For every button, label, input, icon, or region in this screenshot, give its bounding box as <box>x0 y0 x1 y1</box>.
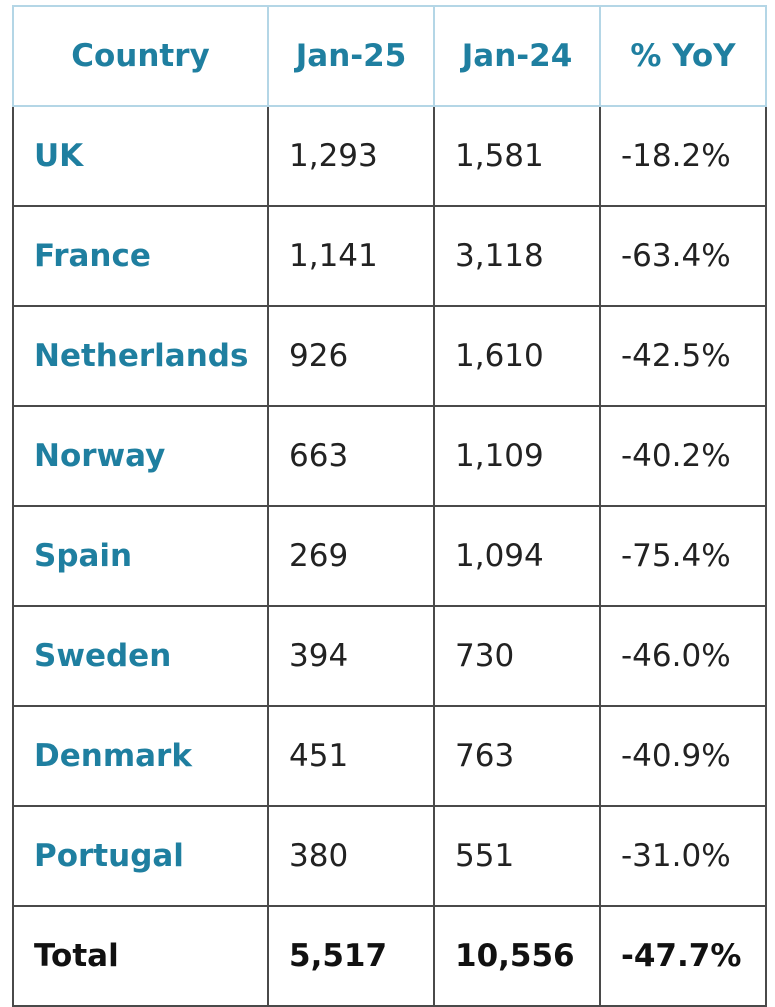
country-cell: France <box>12 205 269 307</box>
total-cell: 5,517 <box>267 905 435 1007</box>
value-cell: 1,293 <box>267 105 435 207</box>
country-cell: Portugal <box>12 805 269 907</box>
table-row: UK 1,293 1,581 -18.2% <box>12 105 767 207</box>
value-cell: -18.2% <box>599 105 767 207</box>
value-cell: 3,118 <box>433 205 601 307</box>
country-cell: Netherlands <box>12 305 269 407</box>
value-cell: -46.0% <box>599 605 767 707</box>
value-cell: 926 <box>267 305 435 407</box>
value-cell: 663 <box>267 405 435 507</box>
total-cell: 10,556 <box>433 905 601 1007</box>
country-cell: Sweden <box>12 605 269 707</box>
country-cell: Norway <box>12 405 269 507</box>
table-row: Denmark 451 763 -40.9% <box>12 705 767 807</box>
value-cell: 380 <box>267 805 435 907</box>
value-cell: 269 <box>267 505 435 607</box>
header-cell: % YoY <box>599 5 767 107</box>
value-cell: 1,581 <box>433 105 601 207</box>
value-cell: -63.4% <box>599 205 767 307</box>
value-cell: 730 <box>433 605 601 707</box>
value-cell: 551 <box>433 805 601 907</box>
table-row: Sweden 394 730 -46.0% <box>12 605 767 707</box>
value-cell: 1,610 <box>433 305 601 407</box>
table-row: Norway 663 1,109 -40.2% <box>12 405 767 507</box>
value-cell: -42.5% <box>599 305 767 407</box>
header-cell: Jan-24 <box>433 5 601 107</box>
table-body: UK 1,293 1,581 -18.2% France 1,141 3,118 -63.4%… <box>12 105 767 1007</box>
country-cell: Spain <box>12 505 269 607</box>
total-label: Total <box>12 905 269 1007</box>
header-cell: Jan-25 <box>267 5 435 107</box>
table-row: Portugal 380 551 -31.0% <box>12 805 767 907</box>
value-cell: 451 <box>267 705 435 807</box>
value-cell: 1,109 <box>433 405 601 507</box>
header-cell: Country <box>12 5 269 107</box>
value-cell: 394 <box>267 605 435 707</box>
total-cell: -47.7% <box>599 905 767 1007</box>
header-row: Country Jan-25 Jan-24% YoY <box>12 5 767 107</box>
value-cell: 763 <box>433 705 601 807</box>
value-cell: 1,094 <box>433 505 601 607</box>
table-row: Spain 269 1,094 -75.4% <box>12 505 767 607</box>
country-cell: Denmark <box>12 705 269 807</box>
value-cell: -40.2% <box>599 405 767 507</box>
table-container: Country Jan-25 Jan-24% YoY UK 1,293 1,581 -18… <box>12 5 767 1007</box>
value-cell: -31.0% <box>599 805 767 907</box>
table-row: France 1,141 3,118 -63.4% <box>12 205 767 307</box>
total-row: Total 5,517 10,556 -47.7% <box>12 905 767 1007</box>
table-row: Netherlands 926 1,610 -42.5% <box>12 305 767 407</box>
value-cell: 1,141 <box>267 205 435 307</box>
value-cell: -40.9% <box>599 705 767 807</box>
value-cell: -75.4% <box>599 505 767 607</box>
data-table: Country Jan-25 Jan-24% YoY UK 1,293 1,581 -18… <box>12 5 767 1007</box>
country-cell: UK <box>12 105 269 207</box>
